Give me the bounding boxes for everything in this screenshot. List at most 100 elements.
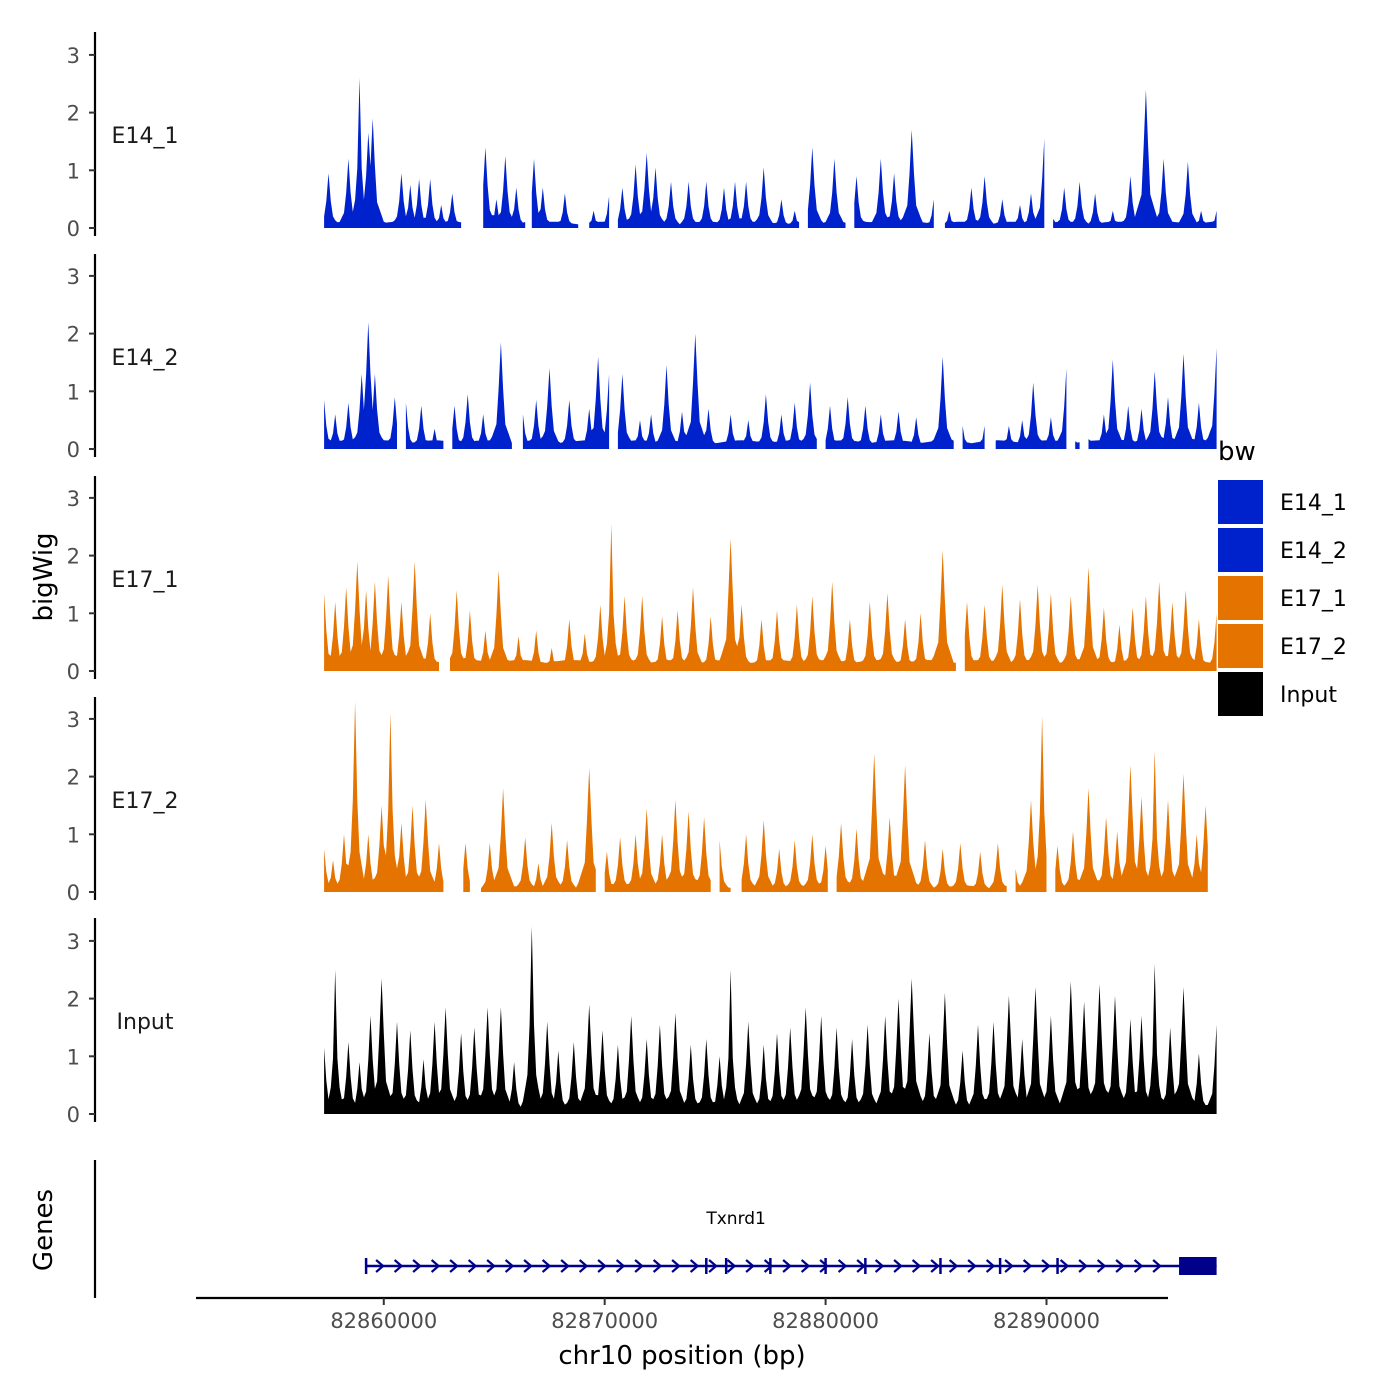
legend-label: E17_1: [1280, 587, 1347, 612]
signal-area: [405, 402, 444, 449]
strand-arrow: [504, 1259, 515, 1273]
strand-arrow: [1059, 1259, 1070, 1273]
legend-swatch: [1218, 576, 1263, 620]
signal-area: [324, 701, 444, 892]
strand-arrow: [930, 1259, 940, 1273]
y-tick-label: 2: [67, 766, 80, 790]
y-tick-label: 3: [67, 44, 80, 68]
x-tick-label: 82890000: [993, 1309, 1100, 1333]
signal-area: [1055, 750, 1208, 892]
signal-area: [854, 129, 934, 228]
strand-arrow: [985, 1259, 996, 1273]
x-axis: 82860000 82870000 82880000 82890000: [196, 1296, 1168, 1333]
signal-area: [741, 819, 828, 892]
signal-area: [962, 425, 985, 449]
signal-area: [481, 767, 596, 892]
strand-arrow: [597, 1259, 607, 1273]
legend-swatch: [1218, 528, 1263, 572]
strand-arrow: [467, 1259, 478, 1273]
strand-arrow: [911, 1259, 922, 1273]
track-e17-2: 0 1 2 3 E17_2: [67, 697, 1208, 905]
signal-area: [324, 926, 1217, 1114]
signal-area: [450, 523, 956, 671]
y-tick-label: 0: [67, 217, 80, 241]
x-tick-label: 82870000: [551, 1309, 658, 1333]
track-label: E14_2: [112, 346, 179, 371]
signal-area: [604, 799, 711, 892]
y-tick-label: 0: [67, 438, 80, 462]
y-tick-label: 0: [67, 660, 80, 684]
track-label: Input: [117, 1010, 174, 1035]
legend-swatch: [1218, 672, 1263, 716]
signal-area: [324, 78, 462, 228]
y-tick-label: 1: [67, 1045, 80, 1069]
signal-area: [836, 753, 1007, 892]
signal-area: [964, 567, 1217, 671]
strand-arrow: [948, 1259, 959, 1273]
track-e17-1: 0 1 2 3 E17_1: [67, 476, 1217, 684]
y-tick-label: 3: [67, 708, 80, 732]
track-e14-1: 0 1 2 3 E14_1: [67, 32, 1217, 241]
signal-area: [995, 368, 1067, 449]
signal-area: [617, 153, 800, 228]
strand-arrow: [1096, 1259, 1107, 1273]
strand-arrow: [541, 1259, 552, 1273]
strand-arrow: [430, 1259, 441, 1273]
genes-panel-title: Genes: [29, 1189, 59, 1271]
signal-area: [1088, 348, 1217, 449]
strand-arrow: [393, 1259, 404, 1273]
y-tick-label: 2: [67, 323, 80, 347]
signal-area: [1015, 716, 1047, 892]
track-label: E17_1: [112, 568, 179, 593]
strand-arrow: [1078, 1259, 1088, 1273]
strand-arrow: [745, 1259, 755, 1273]
y-tick-label: 2: [67, 102, 80, 126]
x-tick-label: 82860000: [330, 1309, 437, 1333]
gene-label: Txnrd1: [705, 1209, 766, 1229]
track-label: E17_2: [112, 789, 179, 814]
strand-arrow: [560, 1259, 570, 1273]
track-label: E14_1: [112, 124, 179, 149]
legend-swatch: [1218, 624, 1263, 668]
y-tick-label: 1: [67, 380, 80, 404]
strand-arrow: [856, 1259, 866, 1273]
signal-tracks: 0 1 2 3 E14_1 0 1 2 3 E14_2 0 1 2 3 E17_1 0 1 2 3 E17_2 0 1 2 3…: [67, 32, 1217, 1127]
strand-arrow: [1022, 1259, 1033, 1273]
signal-area: [452, 342, 512, 449]
track-input: 0 1 2 3 Input: [67, 918, 1217, 1127]
strand-arrow: [893, 1259, 903, 1273]
strand-arrow: [967, 1259, 977, 1273]
strand-arrow: [726, 1259, 737, 1273]
strand-arrow: [412, 1259, 422, 1273]
signal-area: [589, 196, 610, 228]
gene-exon-block: [1179, 1257, 1217, 1275]
legend-label: E14_2: [1280, 539, 1347, 564]
signal-area: [483, 147, 526, 228]
strand-arrow: [523, 1259, 533, 1273]
signal-area: [522, 356, 610, 449]
strand-arrow: [1041, 1259, 1051, 1273]
x-axis-title: chr10 position (bp): [558, 1341, 805, 1371]
y-tick-label: 1: [67, 602, 80, 626]
y-axis-title: bigWig: [29, 532, 59, 621]
signal-area: [463, 843, 470, 892]
y-tick-label: 0: [67, 1103, 80, 1127]
strand-arrow: [819, 1259, 829, 1273]
strand-arrow: [800, 1259, 811, 1273]
genes-panel: Txnrd1: [93, 1160, 1217, 1298]
y-tick-label: 2: [67, 988, 80, 1012]
strand-arrow: [486, 1259, 496, 1273]
signal-area: [1053, 89, 1217, 228]
signal-area: [825, 356, 954, 449]
strand-arrow: [708, 1259, 718, 1273]
strand-arrow: [837, 1259, 848, 1273]
y-tick-label: 3: [67, 930, 80, 954]
strand-arrow: [782, 1259, 792, 1273]
strand-arrow: [1152, 1259, 1162, 1273]
strand-arrow: [671, 1259, 681, 1273]
strand-arrow: [578, 1259, 589, 1273]
y-tick-label: 3: [67, 487, 80, 511]
strand-arrow: [375, 1259, 385, 1273]
legend: bw E14_1 E14_2 E17_1 E17_2 Input: [1218, 437, 1347, 716]
